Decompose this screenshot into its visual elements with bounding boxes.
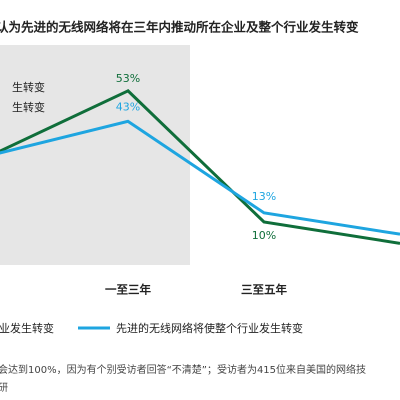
data-label: 10% xyxy=(252,229,276,242)
data-label: 13% xyxy=(252,190,276,203)
chart-title: 认为先进的无线网络将在三年内推动所在企业及整个行业发生转变 xyxy=(0,20,359,35)
annotation: 生转变 xyxy=(12,100,45,114)
annotation: 生转变 xyxy=(12,80,45,94)
data-label: 53% xyxy=(116,72,140,85)
line xyxy=(0,89,400,245)
data-label: 43% xyxy=(116,100,140,113)
x-tick-label: 三至五年 xyxy=(241,283,287,297)
footnote: 会达到100%，因为有个别受访者回答“不清楚”；受访者为415位来自美国的网络技 xyxy=(0,363,366,376)
highlight-band xyxy=(0,45,190,265)
legend-label: 业发生转变 xyxy=(0,321,54,335)
line xyxy=(0,119,400,236)
legend-label: 先进的无线网络将使整个行业发生转变 xyxy=(116,321,303,335)
footnote: 研 xyxy=(0,382,8,394)
x-tick-label: 一至三年 xyxy=(105,283,151,297)
